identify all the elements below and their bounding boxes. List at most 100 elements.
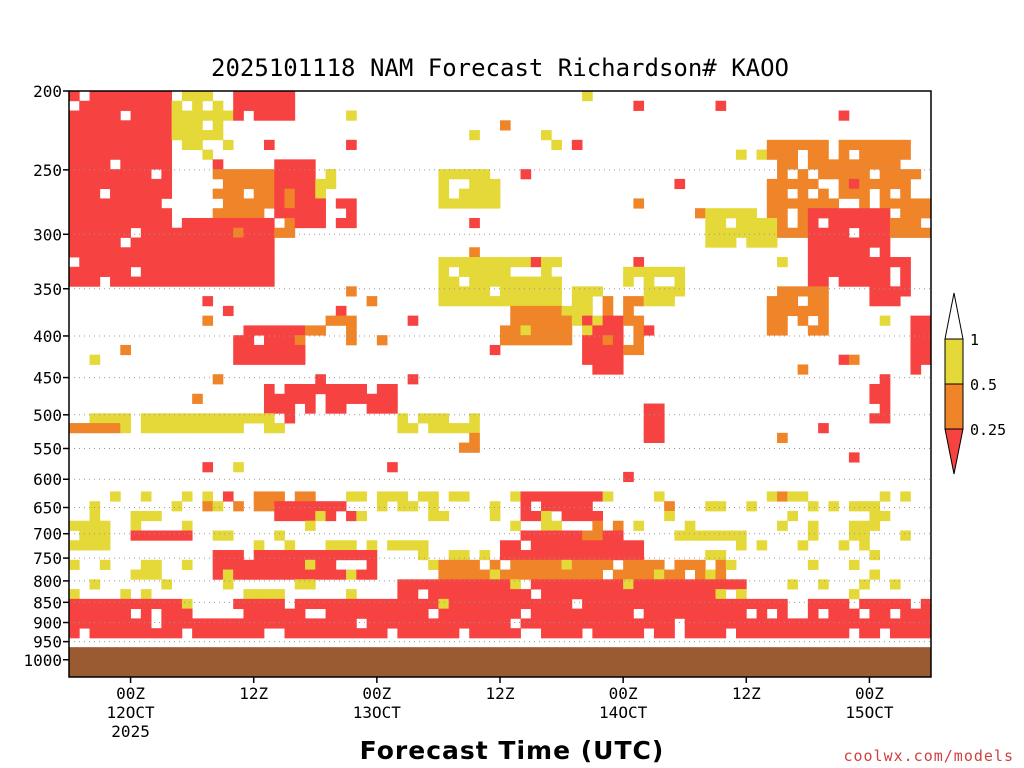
heatmap-cell [489,501,501,512]
heatmap-cell [592,510,604,522]
heatmap-cell [489,510,501,522]
heatmap-cell [756,237,768,248]
heatmap-cell [366,559,378,570]
heatmap-cell [294,579,306,590]
heatmap-cell [181,130,193,141]
heatmap-cell [438,188,450,199]
heatmap-cell [243,413,255,424]
heatmap-cell [305,198,316,209]
heatmap-cell [120,257,131,268]
heatmap-cell [284,227,296,238]
heatmap-cell [869,227,881,238]
heatmap-cell [407,628,419,639]
heatmap-cell [202,130,214,141]
heatmap-cell [161,100,173,111]
heatmap-cell [571,315,583,326]
heatmap-cell [356,384,367,395]
heatmap-cell [140,266,152,277]
heatmap-cell [520,559,532,570]
heatmap-cell [797,286,809,297]
heatmap-cell [561,589,573,600]
heatmap-cell [233,227,244,238]
heatmap-cell [212,413,224,424]
heatmap-cell [879,276,891,287]
heatmap-cell [233,217,244,229]
heatmap-cell [818,257,829,268]
heatmap-cell [797,227,809,238]
heatmap-cell [335,598,347,610]
heatmap-cell [346,208,357,219]
heatmap-cell [807,559,819,570]
heatmap-cell [407,374,419,385]
heatmap-cell [407,501,419,512]
heatmap-cell [130,169,142,180]
heatmap-cell [715,628,727,639]
heatmap-cell [807,286,819,297]
heatmap-cell [797,618,809,629]
heatmap-cell [777,139,788,150]
heatmap-cell [69,227,80,238]
heatmap-cell [120,91,131,102]
heatmap-cell [305,325,316,336]
heatmap-cell [171,100,183,111]
y-tick-label: 1000 [23,651,62,670]
heatmap-cell [900,149,911,160]
heatmap-cell [715,579,727,590]
heatmap-cell [510,491,521,502]
heatmap-cell [233,91,244,102]
heatmap-cell [633,335,645,346]
heatmap-cell [284,169,296,180]
heatmap-cell [818,169,829,180]
heatmap-cell [500,276,511,287]
heatmap-cell [69,589,80,600]
heatmap-cell [305,510,316,522]
heatmap-cell [592,559,604,570]
x-tick-label: 15OCT [845,703,894,722]
heatmap-cell [869,208,881,219]
heatmap-cell [551,305,562,317]
heatmap-cell [612,628,624,639]
heatmap-cell [120,598,131,610]
heatmap-cell [120,198,131,209]
heatmap-cell [828,159,840,170]
heatmap-cell [346,550,357,561]
heatmap-cell [171,237,183,248]
heatmap-cell [417,618,429,629]
heatmap-cell [161,188,173,199]
heatmap-cell [807,628,819,639]
heatmap-cell [253,589,265,600]
heatmap-cell [376,598,388,610]
heatmap-cell [233,628,244,639]
heatmap-cell [79,266,90,277]
heatmap-cell [900,286,911,297]
heatmap-cell [777,208,788,219]
heatmap-cell [140,120,152,131]
heatmap-cell [222,618,234,629]
heatmap-cell [571,510,583,522]
heatmap-cell [807,608,819,619]
heatmap-cell [582,491,593,502]
heatmap-cell [397,423,409,434]
heatmap-cell [387,608,398,619]
heatmap-cell [438,178,450,190]
heatmap-cell [889,139,901,150]
heatmap-cell [561,579,573,590]
heatmap-cell [284,569,296,580]
heatmap-cell [140,149,152,160]
heatmap-cell [510,325,521,336]
heatmap-cell [541,540,552,551]
heatmap-cell [530,286,542,297]
heatmap-cell [643,598,655,610]
heatmap-cell [612,520,624,531]
heatmap-cell [305,579,316,590]
heatmap-cell [530,315,542,326]
heatmap-cell [900,198,911,209]
heatmap-cell [120,217,131,229]
heatmap-cell [294,569,306,580]
heatmap-cell [797,188,809,199]
heatmap-cell [335,305,347,317]
heatmap-cell [89,237,101,248]
heatmap-cell [325,384,337,395]
heatmap-cell [910,217,922,229]
heatmap-cell [838,608,850,619]
